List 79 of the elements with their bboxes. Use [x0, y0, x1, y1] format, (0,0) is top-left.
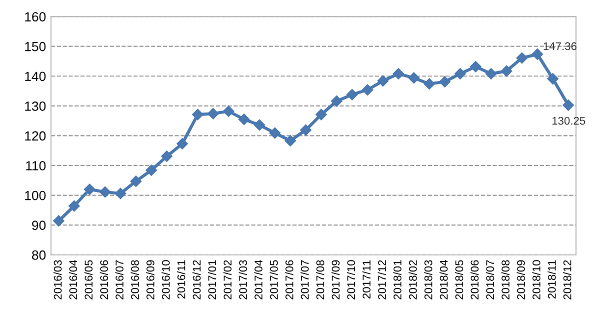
x-tick-label: 2018/01 [393, 260, 402, 300]
y-tick-label: 110 [26, 161, 46, 170]
y-tick-label: 120 [25, 131, 46, 141]
point [377, 75, 389, 86]
data-label: 130.25 [552, 116, 586, 125]
x-tick-label: 2016/05 [84, 260, 93, 300]
x-tick-label: 2017/09 [331, 260, 340, 300]
point [208, 108, 219, 120]
point [424, 78, 435, 90]
x-tick-label: 2016/04 [68, 260, 78, 300]
x-tick-label: 2016/06 [100, 260, 108, 300]
x-tick-label: 2018/04 [440, 260, 448, 300]
x-tick-label: 2017/03 [238, 260, 247, 300]
x-tick-label: 2018/05 [455, 260, 464, 300]
y-tick-label: 150 [25, 42, 46, 52]
point [300, 124, 312, 136]
y-tick-label: 130 [25, 101, 46, 111]
point [284, 135, 296, 146]
x-tick-label: 2017/12 [378, 260, 386, 300]
point [532, 48, 544, 60]
point [362, 84, 374, 96]
x-tick-label: 2016/08 [130, 260, 139, 300]
x-tick-label: 2016/12 [192, 260, 201, 300]
point [53, 215, 64, 227]
x-tick-label: 2016/09 [146, 260, 154, 300]
point [408, 72, 420, 84]
point [146, 164, 157, 176]
x-tick-label: 2018/11 [548, 260, 556, 299]
point [470, 60, 482, 72]
data-label: 147.36 [544, 42, 576, 50]
point [485, 68, 497, 80]
point [316, 108, 327, 120]
x-tick-label: 2018/07 [486, 260, 494, 300]
y-tick-label: 80 [32, 250, 46, 260]
point [176, 138, 188, 150]
x-tick-label: 2016/07 [115, 260, 124, 300]
x-tick-label: 2016/10 [162, 260, 170, 300]
x-tick-label: 2017/10 [346, 260, 356, 300]
point [68, 200, 80, 212]
x-tick-label: 2017/11 [362, 260, 371, 299]
x-tick-label: 2018/09 [516, 260, 525, 300]
point [99, 186, 111, 198]
point [269, 127, 281, 139]
x-tick-label: 2017/06 [285, 260, 294, 300]
point [254, 119, 266, 131]
point [562, 100, 574, 111]
x-tick-label: 2018/02 [408, 260, 417, 300]
x-tick-label: 2017/05 [270, 260, 278, 300]
point [192, 108, 204, 120]
y-tick-label: 140 [25, 72, 46, 82]
point [439, 76, 450, 88]
x-tick-label: 2016/03 [54, 260, 62, 300]
point [392, 68, 404, 80]
x-tick-label: 2017/08 [316, 260, 324, 300]
x-tick-label: 2017/01 [208, 260, 216, 300]
point [114, 188, 126, 200]
x-tick-label: 2018/06 [470, 260, 479, 300]
point [346, 88, 358, 100]
y-tick-label: 90 [32, 220, 46, 230]
point [161, 150, 172, 162]
x-tick-label: 2017/02 [223, 260, 232, 300]
x-tick-label: 2017/07 [300, 260, 309, 300]
point [500, 65, 512, 77]
y-tick-label: 100 [25, 190, 46, 200]
point [238, 114, 250, 125]
x-tick-label: 2016/11 [177, 260, 186, 299]
x-tick-label: 2017/04 [254, 260, 262, 300]
x-tick-label: 2018/12 [563, 260, 572, 300]
x-tick-label: 2018/10 [532, 260, 540, 300]
point [516, 52, 528, 64]
point [84, 184, 96, 195]
x-tick-label: 2018/08 [501, 260, 510, 300]
point [454, 68, 466, 80]
point [130, 176, 142, 187]
y-tick-label: 160 [25, 12, 46, 22]
x-tick-label: 2018/03 [424, 260, 432, 300]
point [547, 73, 558, 84]
point [331, 96, 342, 107]
point [222, 106, 234, 117]
